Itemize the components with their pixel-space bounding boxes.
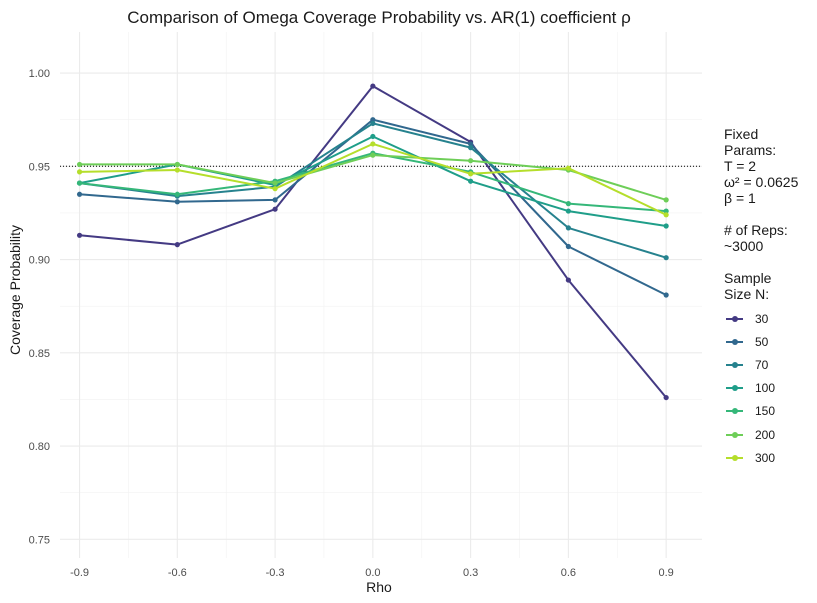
legend-key (726, 453, 743, 463)
legend: Fixed Params: T = 2 ω² = 0.0625 β = 1 # … (724, 126, 798, 469)
data-point (565, 243, 571, 250)
y-tick-label: 0.90 (29, 255, 50, 267)
data-point (565, 225, 571, 231)
legend-item-200: 200 (724, 423, 798, 446)
data-point (370, 117, 376, 123)
legend-reps: # of Reps: ~3000 (724, 222, 788, 254)
legend-size-title: Sample Size N: (724, 270, 772, 302)
y-tick-label: 0.80 (29, 441, 50, 453)
data-point (272, 180, 278, 186)
data-point (174, 161, 180, 168)
data-point (663, 208, 669, 214)
data-point (76, 191, 83, 197)
data-point (370, 133, 376, 140)
x-axis-ticks: -0.9 -0.6 -0.3 0.0 0.3 0.6 0.9 (70, 567, 674, 579)
legend-label: 70 (755, 357, 769, 372)
data-point (76, 161, 83, 168)
y-tick-label: 1.00 (29, 68, 50, 80)
legend-key (726, 430, 743, 440)
data-point (565, 201, 571, 207)
data-point (468, 141, 474, 147)
data-point (174, 199, 180, 205)
legend-label: 50 (755, 334, 769, 349)
data-point (272, 206, 278, 212)
legend-key (726, 337, 743, 347)
legend-key (726, 314, 743, 324)
legend-items: 30 50 70 100 150 200 300 (724, 307, 798, 469)
data-point (663, 212, 669, 218)
y-tick-label: 0.85 (29, 348, 50, 360)
data-point (468, 145, 474, 151)
data-point (272, 186, 278, 192)
data-point (468, 171, 474, 177)
x-tick-label: 0.3 (463, 567, 478, 579)
y-tick-label: 0.95 (29, 161, 50, 173)
data-point (370, 83, 376, 89)
legend-key (726, 406, 743, 416)
data-point (76, 169, 83, 175)
legend-item-70: 70 (724, 353, 798, 376)
data-point (663, 394, 669, 401)
legend-item-300: 300 (724, 446, 798, 469)
series-300 (76, 141, 669, 218)
data-point (468, 158, 474, 164)
legend-key (726, 360, 743, 370)
data-point (370, 120, 376, 126)
legend-label: 300 (755, 450, 776, 465)
data-point (76, 232, 83, 238)
legend-key (726, 383, 743, 393)
data-point (565, 277, 571, 283)
legend-item-30: 30 (724, 307, 798, 330)
data-point (565, 165, 571, 171)
series-lines (76, 83, 669, 401)
x-axis-title: Rho (366, 579, 392, 595)
legend-label: 200 (755, 427, 776, 442)
data-point (663, 197, 669, 203)
x-tick-label: -0.6 (168, 567, 187, 579)
data-point (174, 167, 180, 173)
y-axis-title: Coverage Probability (7, 225, 23, 355)
data-point (174, 242, 180, 248)
data-point (174, 191, 180, 197)
legend-label: 30 (755, 311, 769, 326)
legend-item-50: 50 (724, 330, 798, 353)
x-tick-label: -0.3 (266, 567, 285, 579)
data-point (565, 208, 571, 214)
grid-lines (60, 32, 702, 558)
data-point (370, 141, 376, 147)
legend-fixed-params: Fixed Params: T = 2 ω² = 0.0625 β = 1 (724, 126, 799, 206)
data-point (663, 223, 669, 229)
x-tick-label: 0.6 (561, 567, 576, 579)
legend-label: 150 (755, 404, 776, 419)
x-tick-label: -0.9 (70, 567, 89, 579)
data-point (76, 180, 83, 186)
legend-label: 100 (755, 381, 776, 396)
legend-item-150: 150 (724, 400, 798, 423)
x-tick-label: 0.0 (365, 567, 380, 579)
data-point (663, 255, 669, 261)
data-point (468, 178, 474, 184)
series-50 (76, 117, 669, 298)
data-point (370, 152, 376, 158)
legend-item-100: 100 (724, 377, 798, 400)
data-point (272, 197, 278, 203)
x-tick-label: 0.9 (659, 567, 674, 579)
chart-title: Comparison of Omega Coverage Probability… (127, 8, 631, 27)
data-point (663, 292, 669, 298)
y-axis-ticks: 0.75 0.80 0.85 0.90 0.95 1.00 (29, 68, 50, 546)
y-tick-label: 0.75 (29, 534, 50, 546)
